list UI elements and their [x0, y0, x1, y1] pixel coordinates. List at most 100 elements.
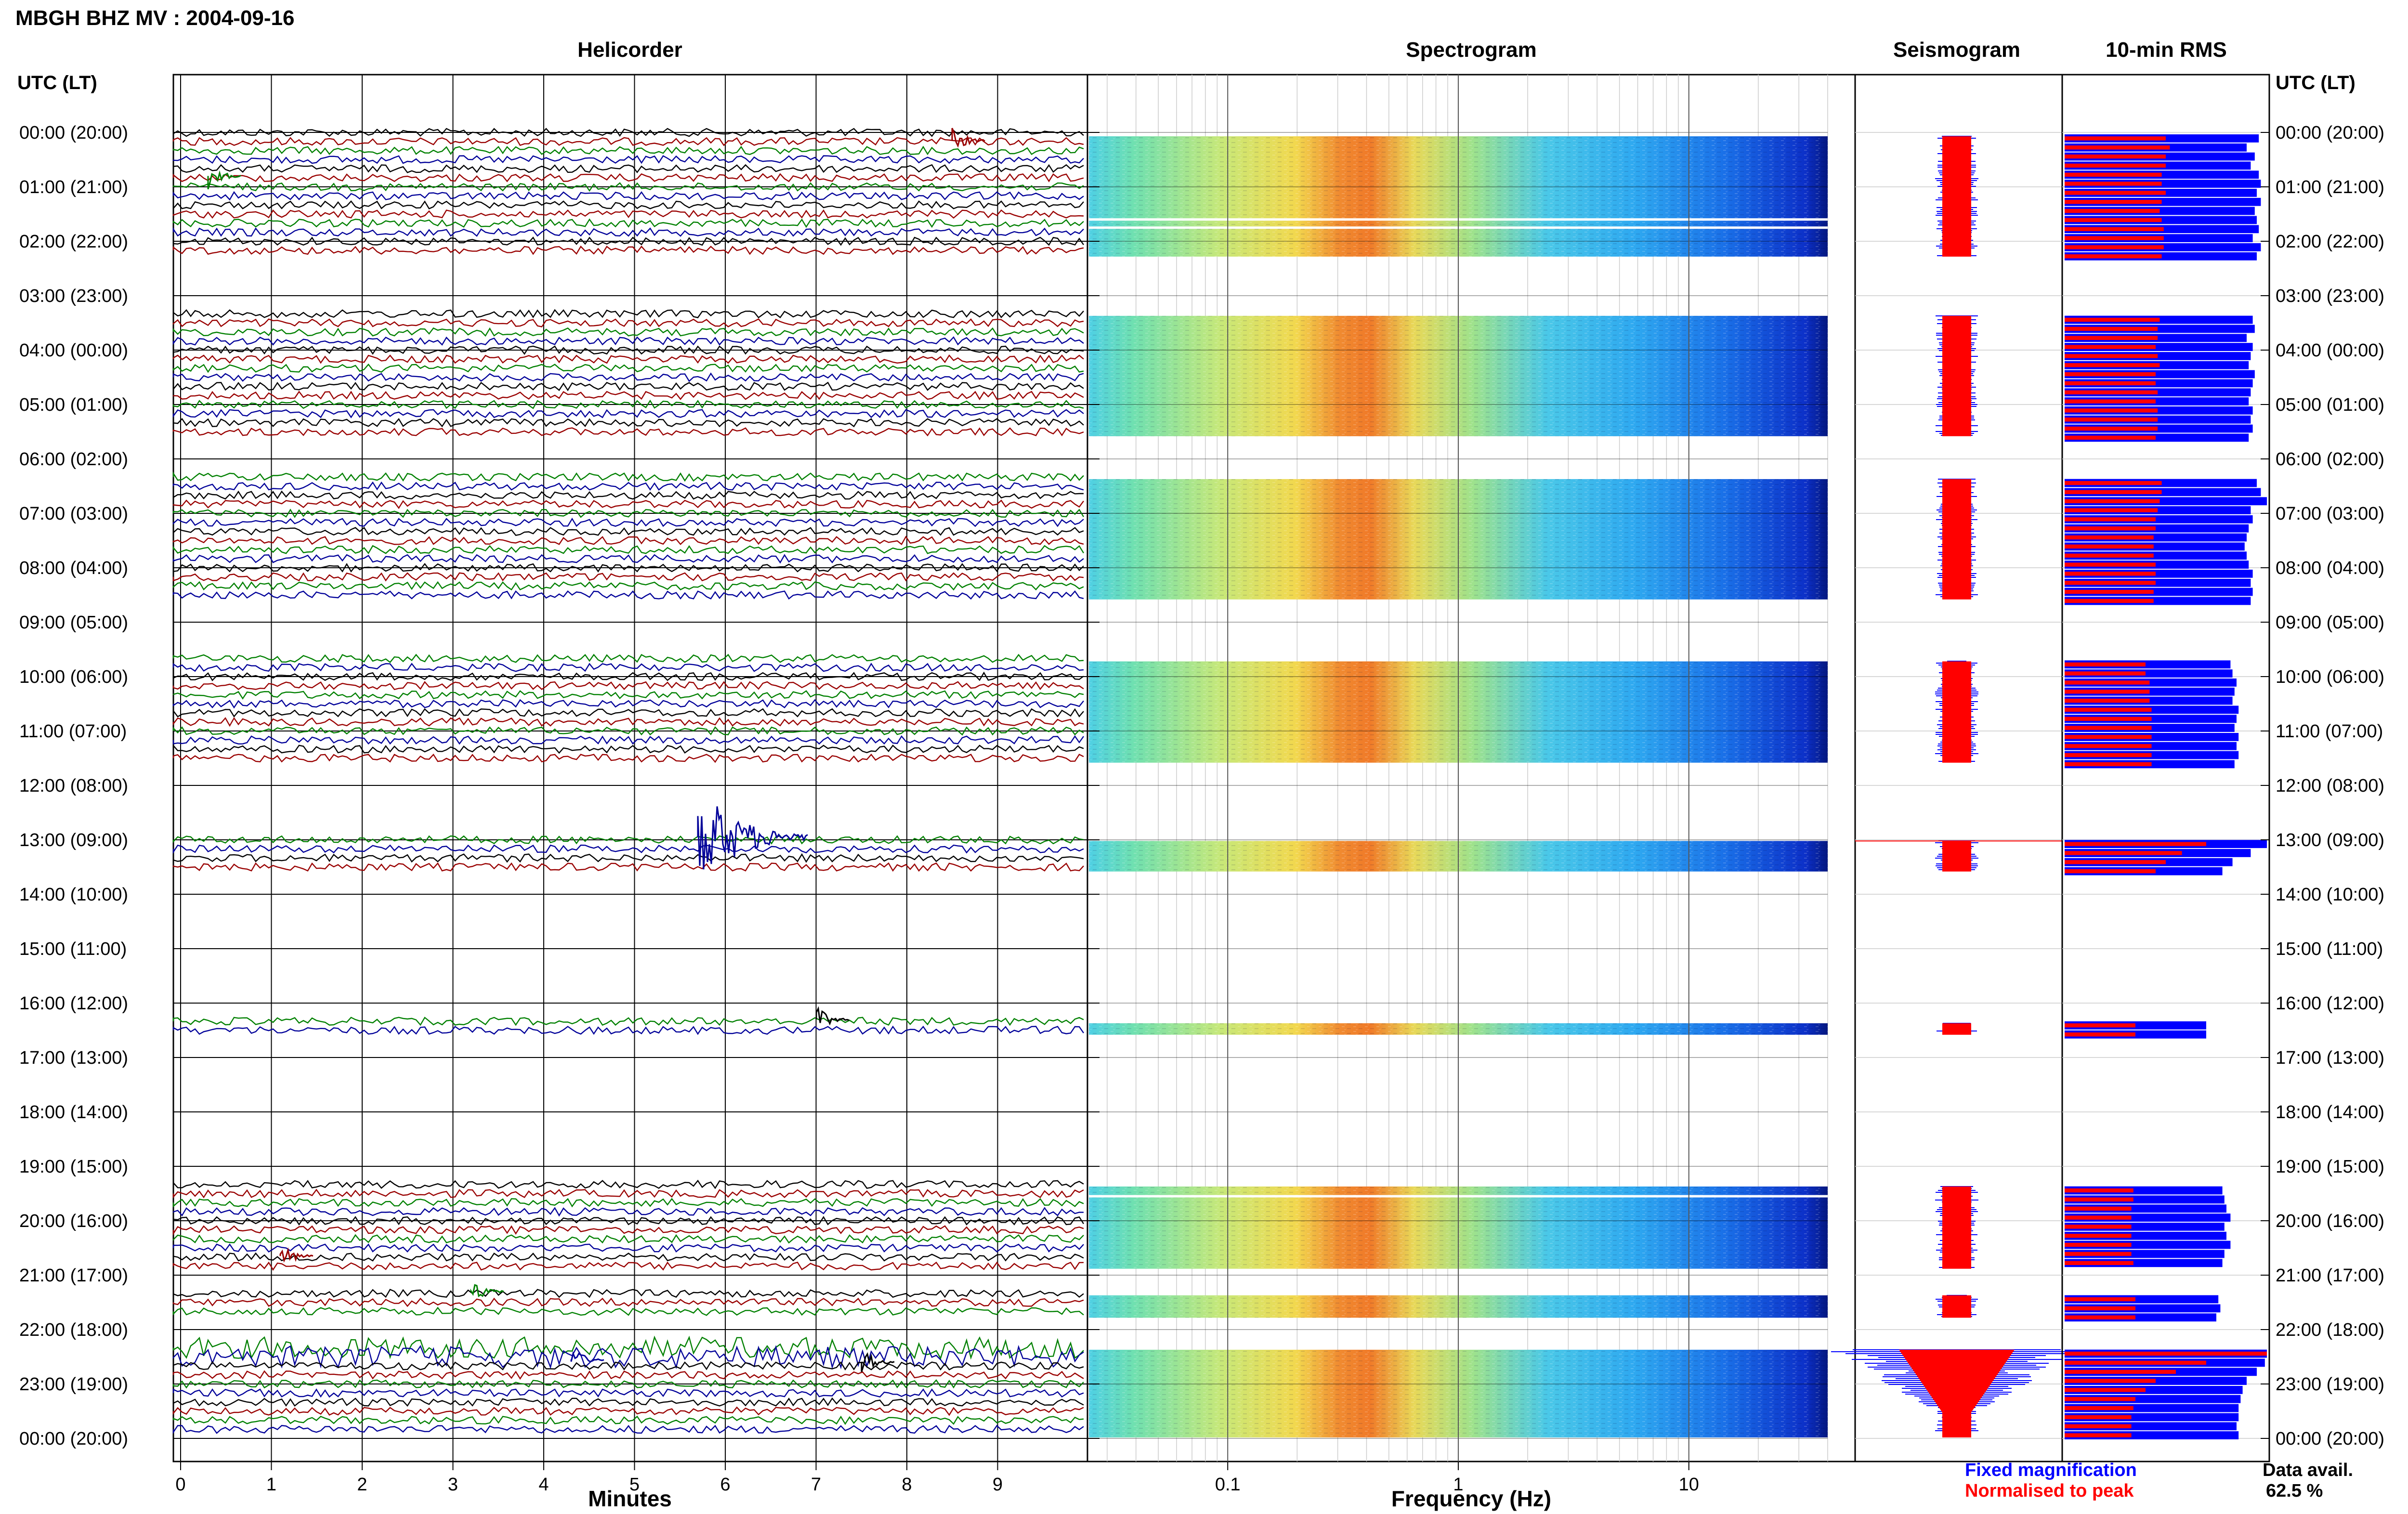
- helicorder-trace: [172, 708, 1084, 718]
- helicorder-event: [861, 1352, 895, 1372]
- rms-normalised-bar: [2065, 1397, 2135, 1401]
- rms-normalised-bar: [2065, 1315, 2135, 1319]
- helicorder-trace: [172, 363, 1084, 373]
- time-tick-labels: 00:00 (20:00) 00:00 (20:00) 01:00 (21:00) 0…: [19, 123, 2384, 1449]
- time-tick-label-left: 02:00 (22:00): [19, 232, 128, 252]
- legend-fixed-magnification: Fixed magnification: [1965, 1460, 2137, 1480]
- helicorder-trace: [172, 726, 1084, 736]
- time-tick-label-right: 04:00 (00:00): [2276, 340, 2384, 361]
- rms-normalised-bar: [2065, 526, 2156, 531]
- time-tick-label-left: 07:00 (03:00): [19, 504, 128, 524]
- helicorder-trace: [172, 391, 1084, 401]
- seismogram-normalised-trace: [1942, 1295, 1971, 1318]
- rms-normalised-bar: [2065, 869, 2156, 874]
- seismogram-normalised-trace: [1942, 479, 1971, 600]
- helicorder-trace: [172, 372, 1084, 382]
- rms-normalised-bar: [2065, 860, 2166, 864]
- time-tick-label-left: 20:00 (16:00): [19, 1211, 128, 1231]
- rms-normalised-bar: [2065, 1023, 2135, 1028]
- time-tick-label-left: 00:00 (20:00): [19, 123, 128, 143]
- helicorder-trace: [172, 1198, 1084, 1208]
- rms-normalised-bar: [2065, 1433, 2132, 1437]
- helicorder-trace: [172, 1234, 1084, 1244]
- rms-normalised-bar: [2065, 1197, 2133, 1202]
- helicorder-trace: [172, 1361, 1084, 1371]
- rms-normalised-bar: [2065, 1406, 2133, 1410]
- rms-normalised-bar: [2065, 1351, 2267, 1356]
- time-tick-label-left: 09:00 (05:00): [19, 613, 128, 633]
- seismogram-title: Seismogram: [1893, 38, 2020, 62]
- helicorder-trace: [172, 1406, 1084, 1416]
- helicorder-trace: [172, 717, 1084, 727]
- helicorder-x-tick-label: 7: [811, 1475, 821, 1495]
- seismogram-normalised-trace: [1942, 661, 1971, 763]
- time-tick-label-right: 00:00 (20:00): [2276, 1429, 2384, 1449]
- rms-normalised-bar: [2065, 572, 2156, 576]
- rms-normalised-bar: [2065, 200, 2162, 204]
- rms-normalised-bar: [2065, 1234, 2132, 1238]
- helicorder-trace: [172, 835, 1084, 845]
- helicorder-x-tick-label: 5: [629, 1475, 640, 1495]
- seismogram-normalised-trace: [1899, 1349, 2015, 1437]
- time-tick-label-right: 18:00 (14:00): [2276, 1102, 2384, 1122]
- rms-normalised-bar: [2065, 1388, 2146, 1392]
- rms-normalised-bar: [2065, 744, 2152, 748]
- rms-normalised-bar: [2065, 589, 2154, 594]
- rms-normalised-bar: [2065, 408, 2158, 413]
- rms-normalised-bar: [2065, 236, 2164, 240]
- time-tick-label-left: 18:00 (14:00): [19, 1102, 128, 1122]
- helicorder-trace: [172, 137, 1084, 146]
- helicorder-trace: [172, 853, 1084, 863]
- rms-normalised-bar: [2065, 1379, 2156, 1383]
- time-tick-label-left: 08:00 (04:00): [19, 558, 128, 578]
- helicorder-trace: [172, 245, 1084, 255]
- helicorder-event: [570, 1351, 604, 1363]
- time-tick-label-right: 03:00 (23:00): [2276, 286, 2384, 306]
- rms-normalised-bar: [2065, 851, 2182, 855]
- time-tick-label-right: 08:00 (04:00): [2276, 558, 2384, 578]
- helicorder-trace: [172, 1297, 1084, 1307]
- seismogram-normalised-trace: [1942, 315, 1971, 436]
- rms-title: 10-min RMS: [2106, 38, 2227, 62]
- helicorder-trace: [172, 1261, 1084, 1271]
- rms-normalised-bar: [2065, 726, 2152, 730]
- helicorder-trace: [172, 1424, 1084, 1434]
- rms-normalised-bar: [2065, 753, 2152, 757]
- rms-normalised-bar: [2065, 581, 2156, 585]
- helicorder-trace: [172, 563, 1084, 573]
- rms-normalised-bar: [2065, 326, 2158, 331]
- rms-normalised-bar: [2065, 154, 2166, 159]
- helicorder-trace: [172, 844, 1084, 854]
- rms-normalised-bar: [2065, 1297, 2135, 1302]
- helicorder-event: [470, 1284, 504, 1298]
- helicorder-trace: [172, 1025, 1084, 1035]
- time-tick-label-right: 06:00 (02:00): [2276, 449, 2384, 470]
- helicorder-trace: [172, 554, 1084, 564]
- helicorder-trace: [172, 1335, 1084, 1360]
- helicorder-trace: [172, 481, 1084, 491]
- rms-normalised-bar: [2065, 390, 2158, 394]
- helicorder-trace: [172, 309, 1084, 319]
- time-tick-label-left: 12:00 (08:00): [19, 776, 128, 796]
- rms-normalised-bar: [2065, 1415, 2132, 1420]
- rms-normalised-bar: [2065, 842, 2206, 846]
- helicorder-trace: [172, 182, 1084, 192]
- rms-normalised-bar: [2065, 317, 2160, 322]
- time-tick-label-right: 10:00 (06:00): [2276, 667, 2384, 687]
- rms-normalised-bar: [2065, 163, 2166, 168]
- rms-normalised-bar: [2065, 717, 2152, 721]
- helicorder-trace: [172, 753, 1084, 763]
- data-availability-label: Data avail.: [2263, 1460, 2353, 1480]
- helicorder-x-tick-label: 2: [357, 1475, 367, 1495]
- helicorder-trace: [172, 200, 1084, 210]
- rms-normalised-bar: [2065, 508, 2158, 512]
- helicorder-trace: [172, 526, 1084, 536]
- helicorder-x-tick-label: 3: [448, 1475, 458, 1495]
- helicorder-trace: [172, 327, 1084, 337]
- spectrogram-x-tick-label: 10: [1679, 1475, 1699, 1495]
- rms-normalised-bar: [2065, 662, 2146, 666]
- helicorder-trace: [172, 1207, 1084, 1217]
- helicorder-title: Helicorder: [577, 38, 682, 62]
- helicorder-x-axis-label: Minutes: [588, 1486, 672, 1511]
- helicorder-trace: [172, 653, 1084, 663]
